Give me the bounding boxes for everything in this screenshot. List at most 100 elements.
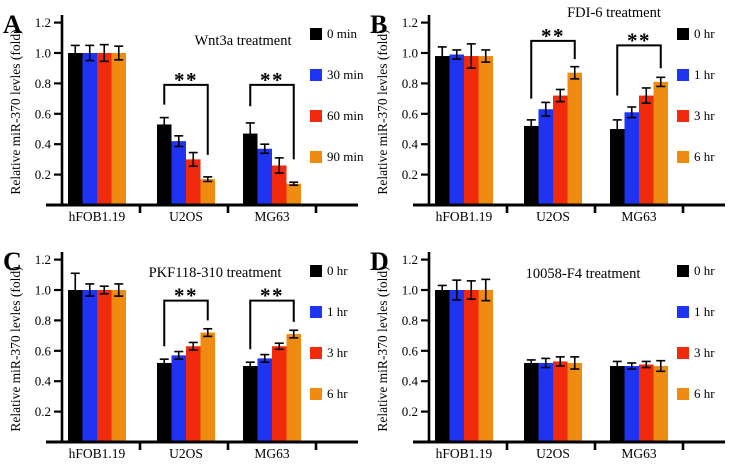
category-label: hFOB1.19 (436, 446, 493, 461)
panel-C: 0.2 0.4 0.6 0.8 1.0 1.2 hFOB1.19 U2OS MG63 0 hr 1 … (0, 237, 367, 474)
bar (639, 364, 654, 442)
bar (553, 95, 568, 205)
bar (478, 56, 493, 205)
category-label: MG63 (254, 209, 290, 224)
panel-title: Wnt3a treatment (194, 33, 291, 49)
legend-label: 6 hr (694, 386, 715, 401)
legend-label: 0 min (327, 26, 357, 41)
bar (171, 355, 186, 442)
bar (243, 133, 258, 205)
bar (111, 53, 126, 205)
legend-swatch (310, 388, 322, 400)
category-label: U2OS (536, 446, 570, 461)
legend-label: 30 min (327, 67, 364, 82)
legend-label: 3 hr (694, 108, 715, 123)
category-label: U2OS (169, 446, 203, 461)
bar (286, 334, 301, 442)
chart-panel-D: 0.2 0.4 0.6 0.8 1.0 1.2 hFOB1.19 U2OS MG63 0 hr 1 … (370, 247, 725, 461)
legend-swatch (677, 28, 689, 40)
significance-bracket (530, 39, 576, 99)
bar (610, 366, 625, 442)
legend-label: 3 hr (327, 345, 348, 360)
y-tick-label: 0.6 (35, 343, 52, 358)
bar (464, 56, 479, 205)
legend-swatch (677, 306, 689, 318)
bar (610, 129, 625, 205)
bar (524, 362, 539, 442)
bar (97, 290, 112, 442)
bar (157, 362, 172, 442)
category-label: hFOB1.19 (436, 209, 493, 224)
y-tick-label: 1.0 (402, 46, 418, 61)
legend-swatch (677, 151, 689, 163)
legend-label: 0 hr (694, 26, 715, 41)
bar (82, 290, 97, 442)
significance-bracket (249, 299, 295, 350)
y-tick-label: 0.2 (35, 404, 51, 419)
legend-label: 0 hr (327, 263, 348, 278)
legend-swatch (310, 28, 322, 40)
panel-title: PKF118-310 treatment (149, 265, 282, 281)
y-tick-label: 0.6 (402, 343, 419, 358)
y-tick-label: 0.8 (402, 76, 418, 91)
legend-label: 1 hr (694, 67, 715, 82)
bar (82, 53, 97, 205)
y-tick-label: 1.0 (35, 46, 51, 61)
legend-swatch (677, 69, 689, 81)
y-axis-label: Relative miR-370 levles (fold) (375, 29, 390, 194)
bar (68, 290, 83, 442)
bar (478, 290, 493, 442)
bar (171, 141, 186, 205)
bar (272, 346, 287, 442)
bar (449, 54, 464, 205)
bar (435, 290, 450, 442)
y-tick-label: 0.8 (35, 313, 51, 328)
y-tick-label: 0.2 (402, 167, 418, 182)
chart-panel-A: 0.2 0.4 0.6 0.8 1.0 1.2 hFOB1.19 U2OS MG63 0 min 3… (3, 10, 364, 224)
legend-swatch (310, 265, 322, 277)
bar (639, 95, 654, 205)
legend-swatch (677, 347, 689, 359)
y-tick-label: 0.2 (35, 167, 51, 182)
category-label: U2OS (169, 209, 203, 224)
legend-swatch (310, 151, 322, 163)
bar (567, 362, 582, 442)
legend-swatch (310, 69, 322, 81)
y-tick-label: 1.2 (402, 15, 418, 30)
chart-panel-C: 0.2 0.4 0.6 0.8 1.0 1.2 hFOB1.19 U2OS MG63 0 hr 1 … (3, 247, 358, 461)
panel-letter: C (3, 247, 22, 276)
category-label: MG63 (621, 446, 657, 461)
y-tick-label: 0.4 (402, 374, 419, 389)
category-label: U2OS (536, 209, 570, 224)
legend-label: 1 hr (694, 304, 715, 319)
legend-label: 3 hr (694, 345, 715, 360)
y-tick-label: 0.8 (402, 313, 418, 328)
bar (257, 358, 272, 442)
y-axis-label: Relative miR-370 levles (fold) (375, 266, 390, 431)
category-label: MG63 (254, 446, 290, 461)
legend-swatch (677, 265, 689, 277)
bar (567, 72, 582, 205)
panel-letter: A (3, 10, 22, 39)
panel-title: 10058-F4 treatment (526, 266, 641, 282)
panel-letter: D (370, 247, 389, 276)
legend-label: 6 hr (694, 149, 715, 164)
bar (624, 112, 639, 205)
bar (186, 346, 201, 442)
bar (272, 165, 287, 205)
bar (538, 362, 553, 442)
bar (111, 290, 126, 442)
bar (553, 361, 568, 442)
legend-swatch (677, 388, 689, 400)
y-tick-label: 0.2 (402, 404, 418, 419)
bar (624, 366, 639, 442)
bar (68, 53, 83, 205)
y-tick-label: 1.2 (402, 252, 418, 267)
bar (200, 332, 215, 442)
y-tick-label: 0.6 (402, 106, 419, 121)
significance-label: ** (260, 68, 284, 92)
y-tick-label: 0.4 (35, 137, 52, 152)
significance-bracket (249, 83, 295, 160)
y-tick-label: 0.4 (402, 137, 419, 152)
